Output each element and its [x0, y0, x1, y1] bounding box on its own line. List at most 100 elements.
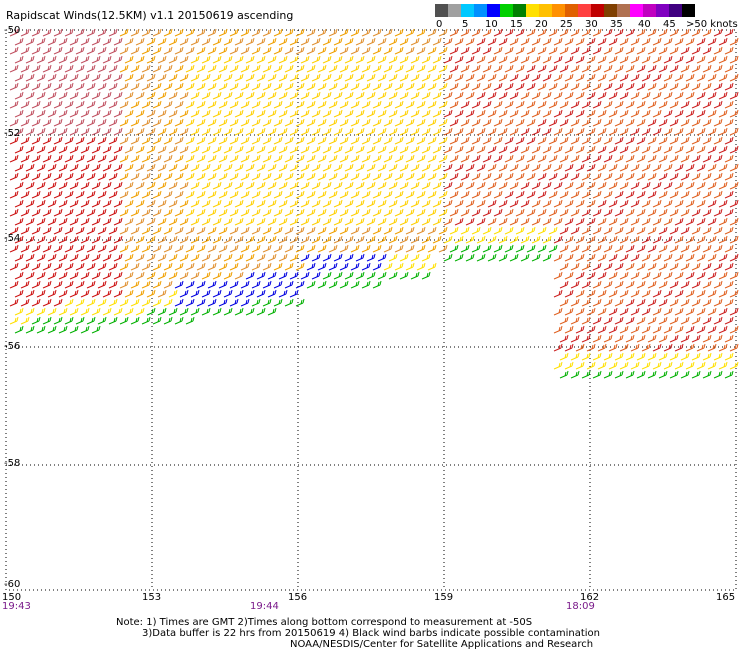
wind-barb: [229, 46, 239, 55]
wind-barb: [322, 37, 332, 46]
wind-barb: [124, 73, 134, 82]
wind-speed-legend: [435, 4, 695, 17]
wind-barb: [36, 289, 46, 298]
wind-barb: [658, 316, 668, 325]
wind-barb: [328, 136, 338, 145]
wind-barb: [553, 325, 563, 334]
wind-barb: [696, 361, 706, 370]
wind-barb: [366, 253, 376, 262]
wind-barb: [702, 262, 712, 271]
wind-barb: [707, 289, 717, 298]
wind-barb: [152, 280, 162, 289]
wind-barb: [603, 298, 613, 307]
wind-barb: [36, 145, 46, 154]
wind-barb: [405, 172, 415, 181]
wind-barb: [262, 28, 272, 37]
wind-barb: [652, 181, 662, 190]
wind-barb: [696, 73, 706, 82]
wind-barb: [113, 145, 123, 154]
wind-barb: [64, 226, 74, 235]
wind-barb: [592, 280, 602, 289]
wind-barb: [586, 55, 596, 64]
wind-barb: [443, 145, 453, 154]
wind-barb: [108, 316, 118, 325]
wind-barb: [465, 163, 475, 172]
wind-barb: [234, 91, 244, 100]
wind-barb: [9, 244, 19, 253]
wind-barb: [223, 271, 233, 280]
wind-barb: [691, 262, 701, 271]
wind-barb: [520, 253, 530, 262]
wind-barb: [553, 55, 563, 64]
wind-barb: [75, 154, 85, 163]
wind-barb: [179, 37, 189, 46]
wind-barb: [284, 118, 294, 127]
wind-barb: [42, 82, 52, 91]
wind-barb: [64, 298, 74, 307]
wind-barb: [328, 172, 338, 181]
wind-barb: [564, 253, 574, 262]
wind-barb: [515, 154, 525, 163]
wind-barb: [394, 262, 404, 271]
wind-barb: [669, 118, 679, 127]
wind-barb: [658, 154, 668, 163]
wind-barb: [300, 145, 310, 154]
wind-barb: [537, 100, 547, 109]
wind-barb: [36, 199, 46, 208]
wind-barb: [130, 280, 140, 289]
wind-barb: [36, 325, 46, 334]
wind-barb: [69, 271, 79, 280]
wind-barb: [328, 226, 338, 235]
wind-barb: [80, 91, 90, 100]
wind-barb: [416, 28, 426, 37]
wind-barb: [515, 100, 525, 109]
wind-barb: [482, 244, 492, 253]
wind-barb: [658, 172, 668, 181]
wind-barb: [438, 118, 448, 127]
wind-barb: [520, 37, 530, 46]
wind-barb: [240, 190, 250, 199]
wind-barb: [680, 298, 690, 307]
wind-barb: [163, 316, 173, 325]
wind-barb: [724, 190, 734, 199]
wind-barb: [641, 163, 651, 172]
wind-barb: [135, 307, 145, 316]
wind-barb: [597, 361, 607, 370]
wind-barb: [526, 28, 536, 37]
wind-barb: [696, 199, 706, 208]
wind-barb: [388, 127, 398, 136]
wind-barb: [14, 55, 24, 64]
wind-barb: [102, 163, 112, 172]
wind-barb: [449, 28, 459, 37]
wind-barb: [729, 181, 739, 190]
wind-barb: [157, 199, 167, 208]
wind-barb: [196, 208, 206, 217]
wind-barb: [135, 55, 145, 64]
wind-barb: [245, 217, 255, 226]
wind-barb: [289, 55, 299, 64]
wind-barb: [713, 64, 723, 73]
wind-barb: [91, 307, 101, 316]
wind-barb: [163, 208, 173, 217]
wind-barb: [515, 244, 525, 253]
wind-barb: [212, 37, 222, 46]
wind-barb: [394, 118, 404, 127]
wind-barb: [575, 181, 585, 190]
wind-barb: [223, 163, 233, 172]
wind-barb: [262, 262, 272, 271]
wind-barb: [97, 136, 107, 145]
wind-barb: [592, 244, 602, 253]
wind-barb: [97, 226, 107, 235]
wind-barb: [229, 64, 239, 73]
wind-barb: [509, 109, 519, 118]
wind-barb: [542, 73, 552, 82]
wind-barb: [190, 235, 200, 244]
wind-barb: [597, 91, 607, 100]
wind-barb: [31, 82, 41, 91]
wind-barb: [86, 244, 96, 253]
wind-barb: [674, 217, 684, 226]
wind-barb: [707, 145, 717, 154]
wind-barb: [113, 163, 123, 172]
wind-barb: [295, 154, 305, 163]
wind-barb: [223, 253, 233, 262]
